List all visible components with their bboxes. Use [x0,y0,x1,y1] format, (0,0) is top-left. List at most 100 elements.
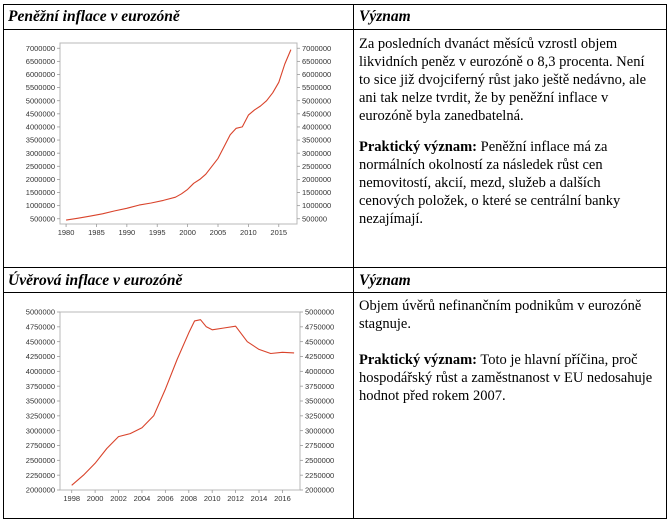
money-chart-y-tick-label-left: 2500000 [26,162,55,171]
money-chart-x-tick-label: 2015 [270,228,287,237]
credit-chart-y-tick-label-left: 4750000 [26,322,55,331]
credit-chart-y-tick-label-left: 2500000 [26,456,55,465]
money-chart-y-tick-label-right: 5000000 [302,96,331,105]
credit-chart-y-tick-label-left: 3500000 [26,397,55,406]
meaning-header-1: Význam [359,8,411,25]
money-chart-y-tick-label-right: 500000 [302,214,327,223]
credit-chart-x-tick-label: 2012 [227,494,244,503]
money-chart-x-tick-label: 2000 [179,228,196,237]
money-chart-y-tick-label-left: 1500000 [26,188,55,197]
money-chart-x-tick-label: 1980 [58,228,75,237]
credit-chart-y-tick-label-left: 5000000 [26,308,55,317]
credit-chart-y-tick-label-right: 3750000 [305,382,334,391]
money-chart-y-tick-label-left: 5000000 [26,96,55,105]
money-inflation-practical-meaning: Praktický význam: Peněžní inflace má za … [359,138,659,228]
money-inflation-header: Peněžní inflace v eurozóně [8,8,180,25]
money-chart-y-tick-label-right: 7000000 [302,44,331,53]
credit-chart-y-tick-label-right: 5000000 [305,308,334,317]
table-border-left [3,4,4,519]
credit-chart-y-tick-label-right: 4250000 [305,352,334,361]
credit-chart-x-tick-label: 2016 [274,494,291,503]
money-chart-y-tick-label-right: 6000000 [302,70,331,79]
credit-chart-x-tick-label: 2006 [157,494,174,503]
money-chart-x-tick-label: 1985 [88,228,105,237]
credit-chart-series-line [71,319,295,486]
credit-chart-y-tick-label-left: 2250000 [26,471,55,480]
table-border-bottom [3,518,667,519]
money-chart-y-tick-label-right: 2000000 [302,175,331,184]
table-border-top [3,4,667,5]
money-chart-y-tick-label-right: 3500000 [302,136,331,145]
table-border-row2-header [3,292,667,293]
credit-chart-y-tick-label-left: 4250000 [26,352,55,361]
practical-meaning-label-2: Praktický význam: [359,352,477,368]
credit-chart-x-tick-label: 2008 [180,494,197,503]
money-chart-x-tick-label: 1990 [119,228,136,237]
credit-chart-y-tick-label-right: 3000000 [305,426,334,435]
credit-chart-y-tick-label-right: 2250000 [305,471,334,480]
money-chart-y-tick-label-left: 5500000 [26,83,55,92]
money-chart-y-tick-label-left: 4000000 [26,123,55,132]
credit-chart-y-tick-label-left: 4000000 [26,367,55,376]
money-chart-x-tick-label: 2010 [240,228,257,237]
credit-chart-y-tick-label-right: 3500000 [305,397,334,406]
credit-inflation-summary: Objem úvěrů nefinančním podnikům v euroz… [359,298,642,332]
credit-chart-y-tick-label-left: 2750000 [26,441,55,450]
credit-chart-y-tick-label-left: 3000000 [26,426,55,435]
credit-chart-x-tick-label: 2014 [251,494,268,503]
credit-chart-y-tick-label-left: 3250000 [26,411,55,420]
money-chart-x-tick-label: 1995 [149,228,166,237]
money-chart-y-tick-label-left: 6000000 [26,70,55,79]
credit-inflation-chart-svg: 2000000 2000000 2250000 2250000 2500000 25000… [26,308,334,503]
practical-meaning-text-1: Peněžní inflace má za normálních okolnos… [359,139,621,227]
money-chart-plot-frame [59,42,298,225]
credit-chart-y-tick-label-right: 2500000 [305,456,334,465]
money-chart-y-tick-label-left: 2000000 [26,175,55,184]
credit-chart-y-tick-label-right: 4500000 [305,337,334,346]
credit-inflation-chart: 2000000 2000000 2250000 2250000 2500000 25000… [7,304,347,514]
credit-chart-x-tick-label: 2010 [204,494,221,503]
credit-chart-x-tick-label: 2004 [134,494,151,503]
credit-chart-x-tick-label: 1998 [63,494,80,503]
credit-chart-y-tick-label-left: 3750000 [26,382,55,391]
credit-chart-y-tick-label-right: 4750000 [305,322,334,331]
credit-chart-y-tick-label-left: 4500000 [26,337,55,346]
credit-chart-y-tick-label-right: 4000000 [305,367,334,376]
money-chart-y-tick-label-right: 4500000 [302,109,331,118]
money-chart-y-tick-label-left: 1000000 [26,201,55,210]
meaning-header-2: Význam [359,272,411,289]
money-chart-series-line [66,49,292,221]
table-border-row-separator [3,267,667,268]
money-chart-y-tick-label-right: 1500000 [302,188,331,197]
money-inflation-summary: Za posledních dvanáct měsíců vzrostl obj… [359,36,647,124]
credit-chart-y-tick-label-left: 2000000 [26,486,55,495]
money-chart-y-tick-label-right: 3000000 [302,149,331,158]
money-chart-y-tick-label-right: 6500000 [302,57,331,66]
credit-chart-y-tick-label-right: 2750000 [305,441,334,450]
table-border-right [666,4,667,519]
money-chart-y-tick-label-right: 4000000 [302,123,331,132]
practical-meaning-label-1: Praktický význam: [359,139,477,155]
money-inflation-chart-svg: 500000 500000 1000000 1000000 1500000 1500000… [26,42,331,237]
money-chart-y-tick-label-left: 500000 [30,214,55,223]
credit-chart-x-tick-label: 2002 [110,494,127,503]
money-chart-y-tick-label-right: 1000000 [302,201,331,210]
money-chart-y-tick-label-left: 6500000 [26,57,55,66]
credit-chart-y-tick-label-right: 2000000 [305,486,334,495]
money-chart-x-tick-label: 2005 [210,228,227,237]
money-chart-y-tick-label-left: 3000000 [26,149,55,158]
credit-chart-y-tick-label-right: 3250000 [305,411,334,420]
credit-inflation-header: Úvěrová inflace v eurozóně [8,272,183,289]
money-chart-y-tick-label-right: 5500000 [302,83,331,92]
money-chart-y-tick-label-right: 2500000 [302,162,331,171]
money-chart-y-tick-label-left: 3500000 [26,136,55,145]
credit-chart-plot-frame [59,311,301,491]
credit-chart-x-tick-label: 2000 [87,494,104,503]
practical-meaning-text-2: Toto je hlavní příčina, proč hospodářský… [359,352,653,404]
table-border-row1-header [3,29,667,30]
money-inflation-chart: 500000 500000 1000000 1000000 1500000 1500000… [7,37,347,262]
money-chart-y-tick-label-left: 7000000 [26,44,55,53]
table-border-middle [353,4,354,519]
credit-inflation-practical-meaning: Praktický význam: Toto je hlavní příčina… [359,351,659,405]
money-chart-y-tick-label-left: 4500000 [26,109,55,118]
